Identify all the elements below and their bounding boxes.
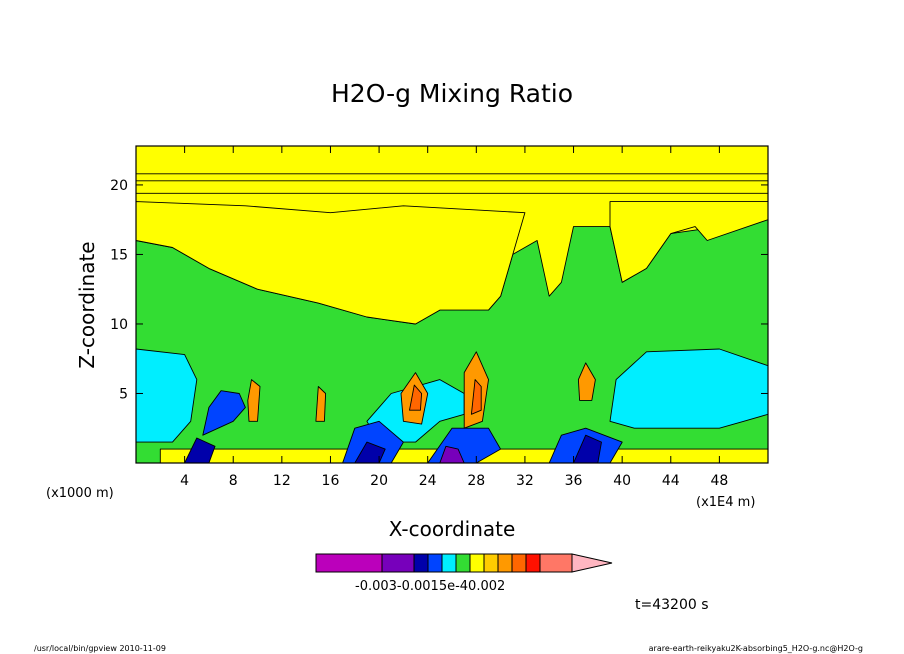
contour-region-blue-1 [202,390,246,436]
x-tick-label: 32 [516,473,534,489]
colorbar-cell [427,553,443,573]
contour-region-navy-3 [573,434,602,463]
colorbar-cell [315,553,383,573]
colorbar-cell [483,553,499,573]
y-axis-label: Z-coordinate [75,241,99,368]
contour-region-yellow-top [136,146,768,175]
plot-frame [135,145,769,464]
x-tick-label: 16 [322,473,340,489]
colorbar-cell [571,553,613,573]
contour-region-orange-4 [247,379,261,422]
x-tick-label: 48 [710,473,728,489]
colorbar-cell [497,553,513,573]
x-unit-left: (x1000 m) [46,486,114,501]
contour-region-navy-1 [184,437,216,463]
y-axis: 5 10 15 20 [110,178,768,402]
contour-region-yellow-right [609,201,768,283]
contour-region-orange-5 [315,386,327,422]
contour-region-cyan-right [609,348,768,429]
chart-title: H2O-g Mixing Ratio [331,79,573,108]
y-tick-label: 20 [110,178,128,194]
contour-region-blue-2 [342,420,404,463]
x-axis-label: X-coordinate [389,517,516,541]
colorbar-cell [455,553,471,573]
colorbar-cell [441,553,457,573]
colorbar-cell [381,553,415,573]
x-tick-label: 20 [370,473,388,489]
contour-region-orange-3 [577,362,596,401]
colorbar [315,553,613,573]
x-tick-label: 44 [662,473,680,489]
contour-region-red-2 [470,379,482,415]
footer-left-path: /usr/local/bin/gpview 2010-11-09 [34,644,166,653]
x-tick-label: 4 [180,473,189,489]
y-tick-label: 15 [110,247,128,263]
contour-region-navy-2 [354,441,386,463]
contour-region-yellow-upper [136,201,526,325]
x-axis: 4 8 12 16 20 24 28 32 36 40 44 48 [180,146,728,489]
colorbar-cell [539,553,573,573]
x-unit-right: (x1E4 m) [696,495,755,510]
x-tick-label: 40 [613,473,631,489]
contour-region-purple-1 [439,445,465,463]
x-tick-label: 12 [273,473,291,489]
y-tick-label: 5 [119,386,128,402]
x-tick-label: 24 [419,473,437,489]
x-tick-label: 36 [565,473,583,489]
colorbar-cell [413,553,429,573]
time-label: t=43200 s [635,597,709,613]
contour-region-yellow-band [136,180,768,194]
colorbar-label: -0.003-0.0015e-40.002 [355,579,505,594]
colorbar-cell [511,553,527,573]
colorbar-cell [469,553,485,573]
x-tick-label: 28 [467,473,485,489]
contour-region-red-1 [409,384,423,411]
x-tick-label: 8 [229,473,238,489]
footer-right-path: arare-earth-reikyaku2K-absorbing5_H2O-g.… [649,644,863,653]
contour-regions [136,146,768,463]
contour-region-cyan-left [136,348,198,443]
y-tick-label: 10 [110,317,128,333]
colorbar-cell [525,553,541,573]
